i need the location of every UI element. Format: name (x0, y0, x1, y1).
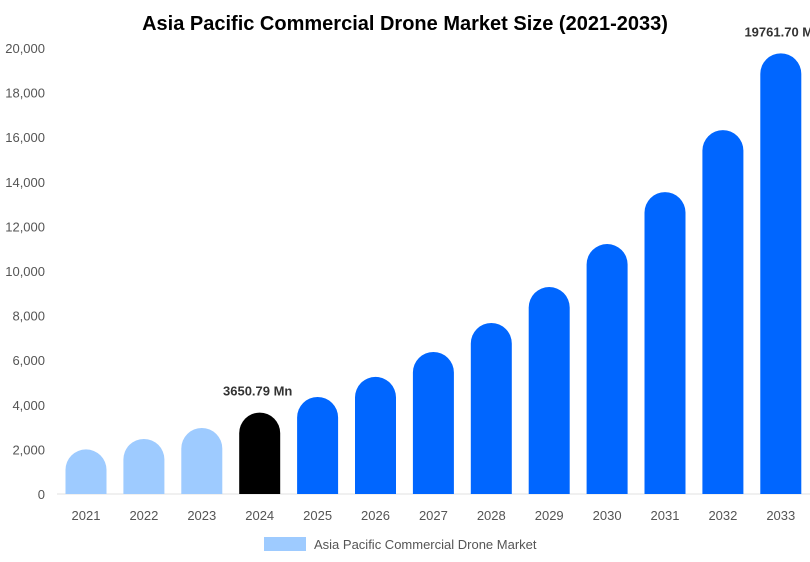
y-axis: 0 2,000 4,000 6,000 8,000 10,000 12,000 14,000 1… (5, 41, 45, 502)
x-tick-label: 2031 (651, 508, 680, 523)
x-tick-label: 2025 (303, 508, 332, 523)
bar-2033[interactable] (760, 53, 802, 494)
data-label: 3650.79 Mn (223, 384, 292, 399)
bar-2023[interactable] (181, 427, 223, 494)
y-tick-label: 12,000 (5, 219, 45, 234)
x-tick-label: 2033 (766, 508, 795, 523)
bar-2021[interactable] (65, 449, 107, 494)
y-tick-label: 6,000 (12, 353, 45, 368)
legend-swatch (264, 537, 306, 551)
chart-title: Asia Pacific Commercial Drone Market Siz… (142, 13, 668, 35)
x-tick-label: 2028 (477, 508, 506, 523)
y-tick-label: 14,000 (5, 175, 45, 190)
data-label: 19761.70 M (744, 24, 810, 39)
x-tick-label: 2021 (72, 508, 101, 523)
legend[interactable]: Asia Pacific Commercial Drone Market (264, 537, 537, 552)
bar-2028[interactable] (470, 322, 512, 494)
x-tick-label: 2030 (593, 508, 622, 523)
y-tick-label: 16,000 (5, 130, 45, 145)
x-tick-label: 2026 (361, 508, 390, 523)
x-tick-label: 2029 (535, 508, 564, 523)
x-tick-label: 2027 (419, 508, 448, 523)
data-labels: 3650.79 Mn 19761.70 M (223, 24, 810, 398)
y-tick-label: 20,000 (5, 41, 45, 56)
bar-2029[interactable] (528, 287, 570, 494)
x-axis: 2021 2022 2023 2024 2025 2026 2027 2028 2029 2030… (72, 508, 796, 523)
y-tick-label: 4,000 (12, 398, 45, 413)
bar-2024[interactable] (239, 412, 281, 494)
bar-2025[interactable] (297, 396, 339, 494)
x-tick-label: 2022 (129, 508, 158, 523)
bar-2031[interactable] (644, 192, 686, 494)
x-tick-label: 2032 (708, 508, 737, 523)
y-tick-label: 8,000 (12, 309, 45, 324)
bar-2027[interactable] (412, 351, 454, 494)
bar-2026[interactable] (355, 376, 396, 494)
bar-2022[interactable] (123, 438, 165, 494)
bars (65, 53, 802, 494)
bar-2032[interactable] (702, 130, 744, 494)
y-tick-label: 18,000 (5, 86, 45, 101)
y-tick-label: 0 (38, 487, 45, 502)
bar-2030[interactable] (586, 244, 628, 494)
y-tick-label: 10,000 (5, 264, 45, 279)
x-tick-label: 2023 (187, 508, 216, 523)
legend-label: Asia Pacific Commercial Drone Market (314, 537, 537, 552)
x-tick-label: 2024 (245, 508, 274, 523)
y-tick-label: 2,000 (12, 442, 45, 457)
